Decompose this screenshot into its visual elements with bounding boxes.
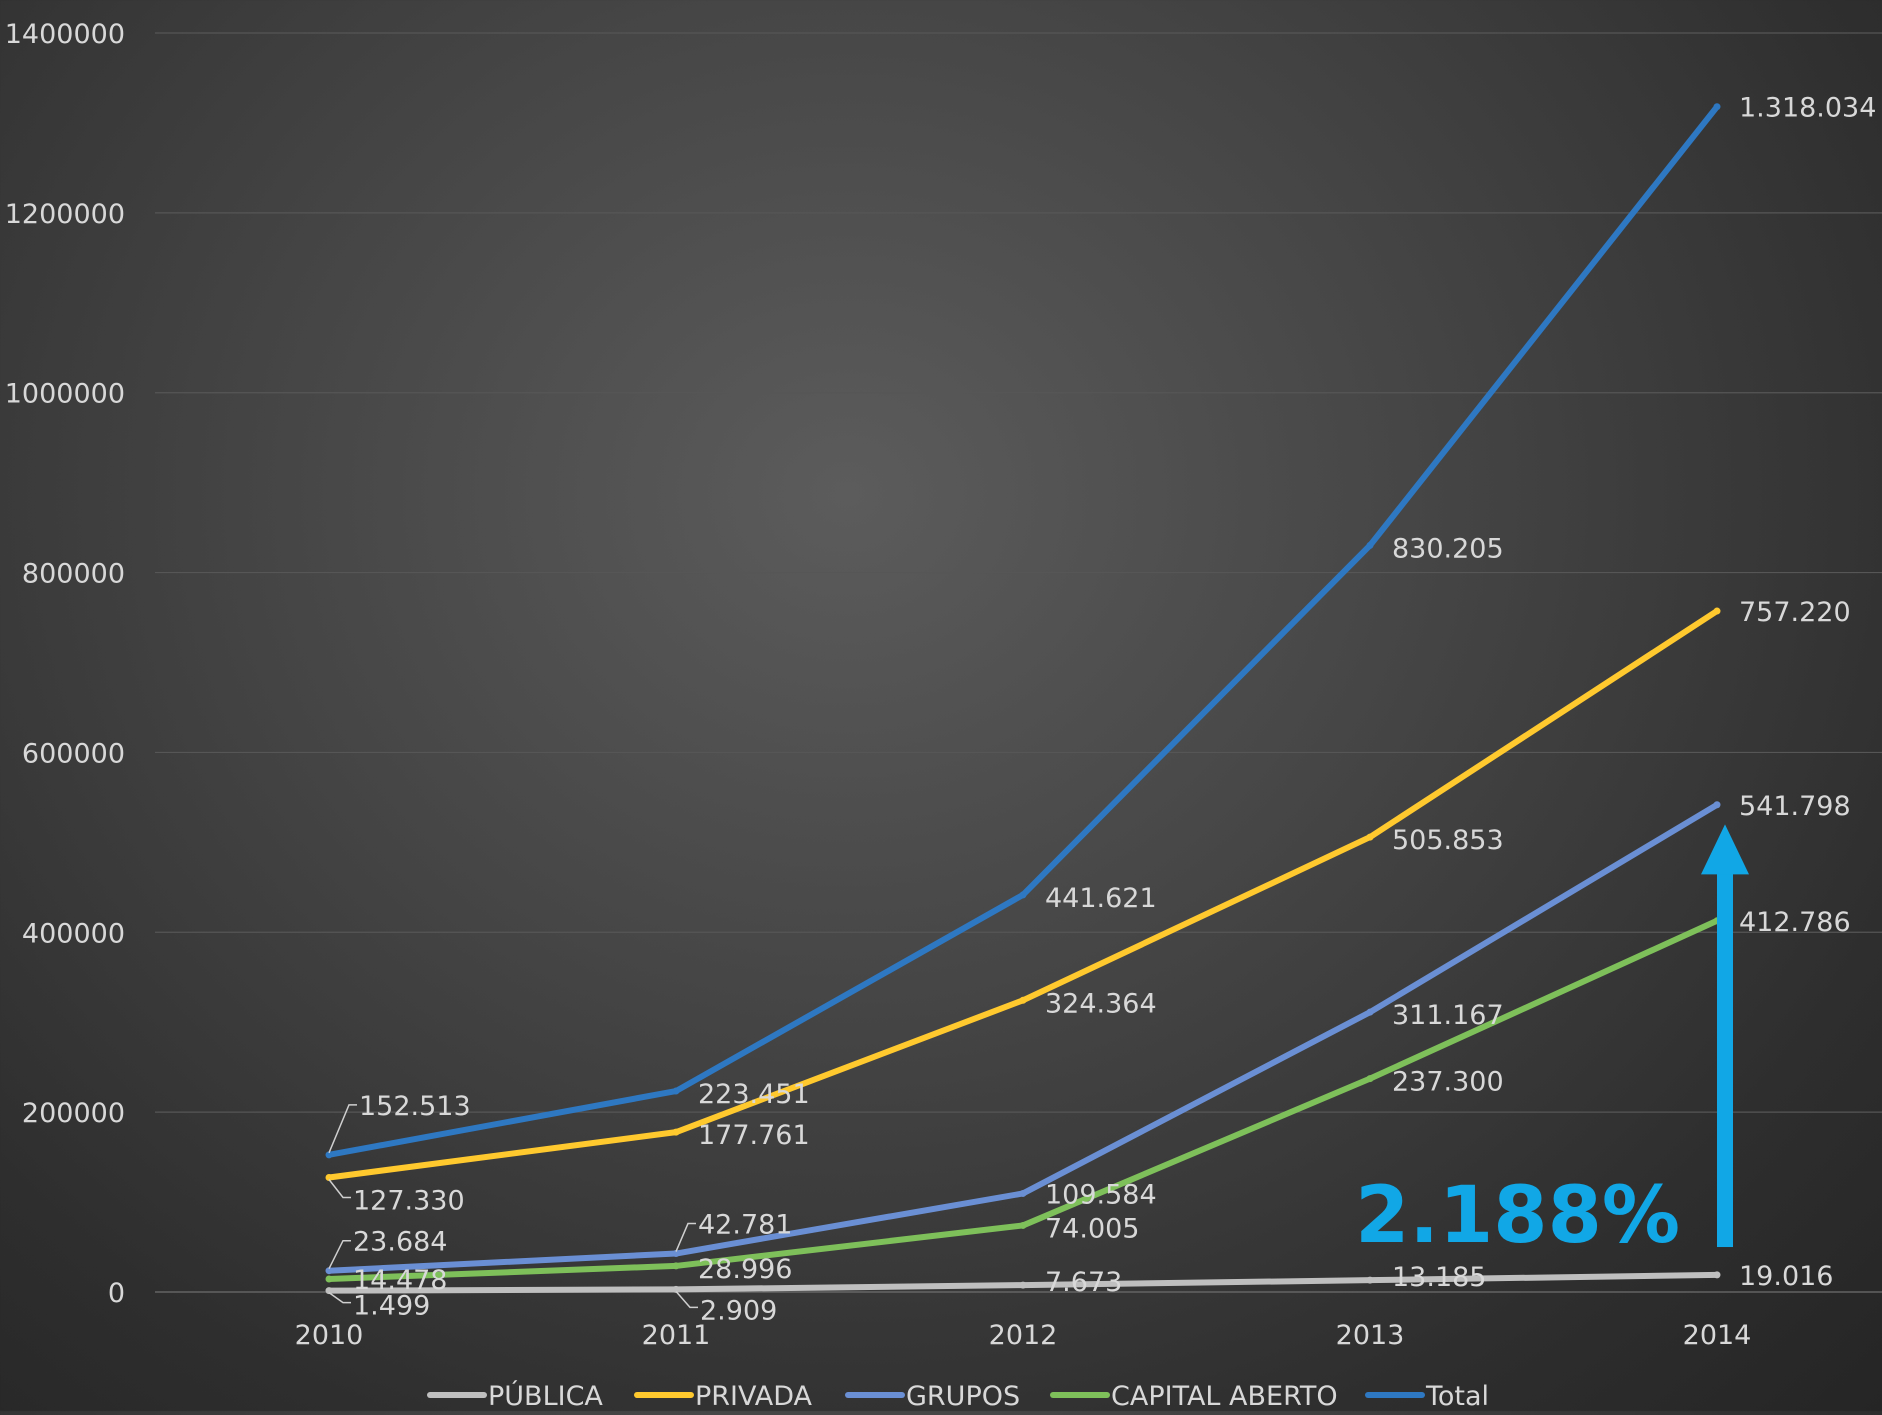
legend[interactable]: PÚBLICA PRIVADA GRUPOS CAPITAL ABERTO Total	[427, 1380, 1489, 1412]
data-point	[1366, 833, 1374, 841]
leader-line	[328, 1292, 351, 1304]
data-point	[1713, 607, 1721, 615]
data-label: 177.761	[698, 1120, 810, 1151]
data-point	[672, 1262, 680, 1270]
data-label: 223.451	[698, 1079, 810, 1110]
data-point	[1019, 1281, 1027, 1289]
data-point	[672, 1250, 680, 1258]
x-tick-label: 2011	[642, 1320, 711, 1351]
growth-arrow-shaft	[1717, 872, 1733, 1248]
y-tick-label: 1000000	[5, 379, 125, 410]
leader-line	[675, 1222, 696, 1252]
legend-item-label[interactable]: PRIVADA	[695, 1381, 813, 1412]
x-tick-label: 2010	[295, 1320, 364, 1351]
data-point	[1713, 801, 1721, 809]
data-label: 152.513	[359, 1091, 471, 1122]
data-point	[325, 1173, 333, 1181]
legend-item-label[interactable]: PÚBLICA	[488, 1380, 603, 1412]
y-tick-label: 600000	[22, 738, 125, 769]
data-point	[1019, 891, 1027, 899]
data-label: 1.499	[353, 1291, 430, 1322]
data-label: 505.853	[1392, 825, 1504, 856]
data-label: 237.300	[1392, 1067, 1504, 1098]
y-tick-label: 800000	[22, 559, 125, 590]
data-label: 19.016	[1739, 1261, 1833, 1292]
data-label: 412.786	[1739, 907, 1851, 938]
x-axis: 2010 2011 2012 2013 2014	[295, 1320, 1752, 1351]
data-point	[325, 1151, 333, 1159]
data-point	[672, 1128, 680, 1136]
y-tick-label: 1200000	[5, 199, 125, 230]
leader-line	[328, 1239, 351, 1270]
y-tick-label: 200000	[22, 1098, 125, 1129]
data-point	[325, 1275, 333, 1283]
data-point	[1713, 103, 1721, 111]
data-point	[1366, 1075, 1374, 1083]
data-point	[1366, 1008, 1374, 1016]
y-tick-label: 1400000	[5, 19, 125, 50]
data-label: 127.330	[353, 1185, 465, 1216]
data-label: 23.684	[353, 1227, 447, 1258]
growth-percentage: 2.188%	[1355, 1171, 1680, 1261]
data-point	[1019, 996, 1027, 1004]
x-tick-label: 2013	[1336, 1320, 1405, 1351]
legend-item-label[interactable]: GRUPOS	[906, 1381, 1020, 1412]
data-label: 441.621	[1045, 883, 1157, 914]
leader-line	[328, 1179, 351, 1199]
leader-lines	[328, 1104, 698, 1309]
series-layer	[325, 103, 1721, 1295]
legend-item-label[interactable]: Total	[1425, 1381, 1489, 1412]
data-label: 74.005	[1045, 1213, 1139, 1244]
data-point	[325, 1287, 333, 1295]
legend-item-label[interactable]: CAPITAL ABERTO	[1111, 1381, 1338, 1412]
data-label: 14.478	[353, 1265, 447, 1296]
data-point	[1713, 1271, 1721, 1279]
data-label: 2.909	[700, 1295, 777, 1326]
data-label: 830.205	[1392, 533, 1504, 564]
data-point	[672, 1087, 680, 1095]
data-label: 109.584	[1045, 1179, 1157, 1210]
leader-line	[675, 1290, 698, 1309]
data-label: 541.798	[1739, 791, 1851, 822]
data-label: 1.318.034	[1739, 93, 1876, 124]
data-point	[1366, 1276, 1374, 1284]
leader-line	[328, 1104, 357, 1154]
x-tick-label: 2014	[1683, 1320, 1752, 1351]
x-tick-label: 2012	[989, 1320, 1058, 1351]
data-point	[1019, 1221, 1027, 1229]
data-point	[1019, 1189, 1027, 1197]
data-point	[1366, 541, 1374, 549]
y-tick-label: 400000	[22, 918, 125, 949]
data-point	[672, 1285, 680, 1293]
data-labels: 1.499 2.909 7.673 13.185 19.016 127.330 177.76…	[353, 93, 1876, 1327]
data-point	[325, 1267, 333, 1275]
growth-arrow-head	[1701, 824, 1749, 875]
y-tick-label: 0	[108, 1278, 125, 1309]
data-label: 42.781	[698, 1210, 792, 1241]
growth-annotation: 2.188%	[1355, 824, 1749, 1261]
data-label: 757.220	[1739, 597, 1851, 628]
y-axis: 0 200000 400000 600000 800000 1000000 1200000 1…	[5, 19, 125, 1309]
data-label: 311.167	[1392, 1000, 1504, 1031]
data-label: 7.673	[1045, 1267, 1122, 1298]
data-label: 13.185	[1392, 1262, 1486, 1293]
data-label: 324.364	[1045, 988, 1157, 1019]
data-label: 28.996	[698, 1254, 792, 1285]
grid-layer	[155, 32, 1882, 1293]
